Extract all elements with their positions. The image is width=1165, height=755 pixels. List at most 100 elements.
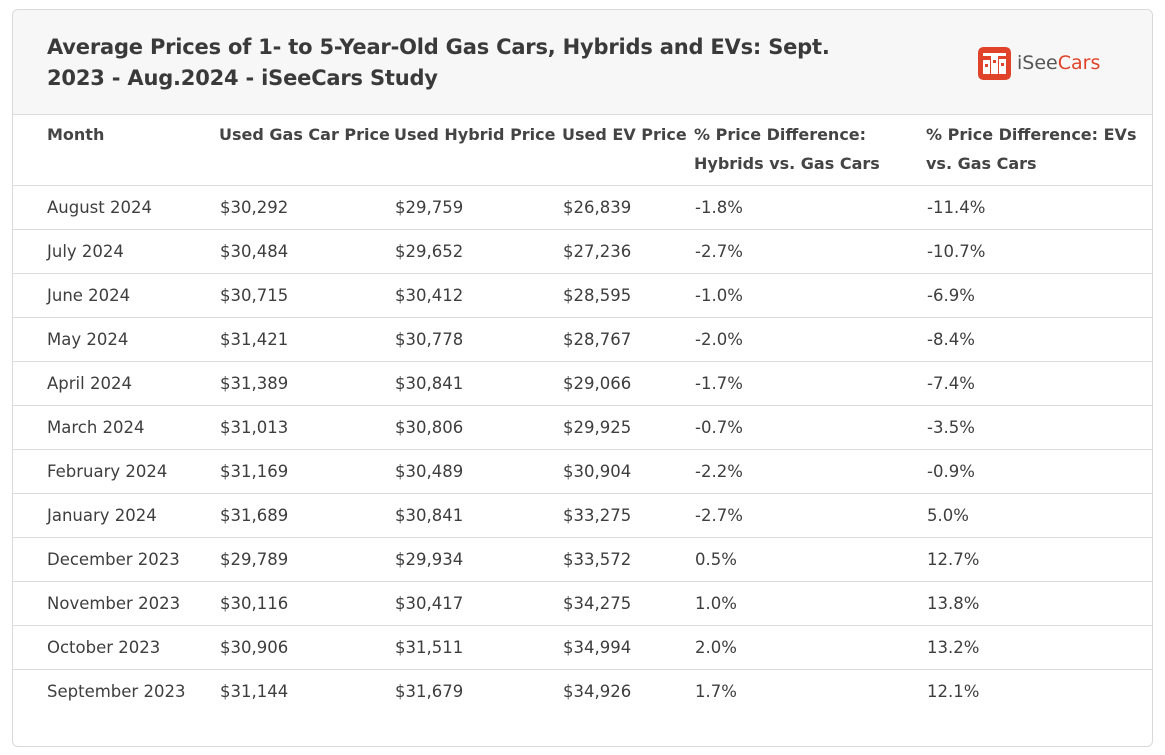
table-row: March 2024 $31,013 $30,806 $29,925 -0.7% -3.5… [13, 405, 1152, 450]
cell-hybrid-price: $30,778 [394, 317, 562, 362]
cell-gas-price: $29,789 [219, 537, 394, 582]
cell-ev-diff: -3.5% [926, 405, 1152, 450]
cell-hybrid-diff: -1.8% [694, 185, 926, 230]
cell-hybrid-diff: 1.7% [695, 681, 737, 701]
column-header-hybrid-diff: % Price Difference: Hybrids vs. Gas Cars [694, 115, 926, 186]
cell-ev-price: $27,236 [562, 229, 694, 274]
cell-month: September 2023 [47, 681, 186, 701]
cell-month: May 2024 [13, 317, 219, 362]
iseecars-logo[interactable]: iSeeCars [978, 46, 1100, 80]
cell-hybrid-diff: -2.0% [694, 317, 926, 362]
cell-ev-diff: -6.9% [926, 273, 1152, 318]
cell-gas-price: $31,169 [219, 449, 394, 494]
cell-ev-diff: -0.9% [926, 449, 1152, 494]
cell-hybrid-diff: 0.5% [694, 537, 926, 582]
cell-gas-price: $31,421 [219, 317, 394, 362]
cell-ev-price: $34,275 [562, 581, 694, 626]
table-row: May 2024 $31,421 $30,778 $28,767 -2.0% -8.4% [13, 317, 1152, 362]
cell-gas-price: $30,116 [219, 581, 394, 626]
column-header-month: Month [13, 115, 219, 186]
table-row: September 2023 $31,144 $31,679 $34,926 1.7% 1… [13, 669, 1152, 731]
table-row: June 2024 $30,715 $30,412 $28,595 -1.0% -6.9% [13, 273, 1152, 318]
cell-ev-price: $28,595 [562, 273, 694, 318]
cell-gas-price: $30,906 [219, 625, 394, 670]
cell-month: December 2023 [13, 537, 219, 582]
cell-hybrid-price: $29,759 [394, 185, 562, 230]
cell-hybrid-price: $30,841 [394, 493, 562, 538]
cell-month: October 2023 [13, 625, 219, 670]
cell-hybrid-price: $30,417 [394, 581, 562, 626]
cell-hybrid-diff: -0.7% [694, 405, 926, 450]
table-row: August 2024 $30,292 $29,759 $26,839 -1.8% -11… [13, 185, 1152, 230]
card-header: Average Prices of 1- to 5-Year-Old Gas C… [13, 10, 1152, 115]
cell-gas-price: $30,715 [219, 273, 394, 318]
cell-month: April 2024 [13, 361, 219, 406]
cell-hybrid-price: $30,806 [394, 405, 562, 450]
cell-gas-price: $31,144 [220, 681, 289, 701]
cell-ev-price: $33,572 [562, 537, 694, 582]
cell-month: March 2024 [13, 405, 219, 450]
table-row: October 2023 $30,906 $31,511 $34,994 2.0% 13.… [13, 625, 1152, 670]
table-body: August 2024 $30,292 $29,759 $26,839 -1.8% -11… [13, 185, 1152, 731]
cell-month: November 2023 [13, 581, 219, 626]
cell-ev-diff: 12.1% [927, 681, 980, 701]
table-row: February 2024 $31,169 $30,489 $30,904 -2.2% -… [13, 449, 1152, 494]
cell-hybrid-diff: -1.0% [694, 273, 926, 318]
cell-ev-diff: -7.4% [926, 361, 1152, 406]
logo-wordmark: iSeeCars [1017, 46, 1100, 80]
cell-ev-diff: -8.4% [926, 317, 1152, 362]
cell-hybrid-price: $31,511 [394, 625, 562, 670]
cell-ev-price: $34,926 [563, 681, 632, 701]
cell-month: August 2024 [13, 185, 219, 230]
column-header-hybrid-price: Used Hybrid Price [394, 115, 562, 186]
cell-hybrid-price: $30,489 [394, 449, 562, 494]
cell-gas-price: $30,292 [219, 185, 394, 230]
cell-month: June 2024 [13, 273, 219, 318]
prices-table: Month Used Gas Car Price Used Hybrid Price… [13, 115, 1152, 731]
study-table-card: Average Prices of 1- to 5-Year-Old Gas C… [12, 9, 1153, 747]
table-row: April 2024 $31,389 $30,841 $29,066 -1.7% -7.4… [13, 361, 1152, 406]
cell-hybrid-price: $30,841 [394, 361, 562, 406]
cell-hybrid-diff: -2.7% [694, 493, 926, 538]
cell-month: February 2024 [13, 449, 219, 494]
table-head: Month Used Gas Car Price Used Hybrid Price… [13, 115, 1152, 186]
header-row: Month Used Gas Car Price Used Hybrid Price… [13, 115, 1152, 186]
cell-ev-diff: -10.7% [926, 229, 1152, 274]
table-row: December 2023 $29,789 $29,934 $33,572 0.5% 12… [13, 537, 1152, 582]
cell-ev-diff: 12.7% [926, 537, 1152, 582]
cell-hybrid-price: $30,412 [394, 273, 562, 318]
logo-text-part-1: iSee [1017, 52, 1058, 74]
cell-ev-diff: -11.4% [926, 185, 1152, 230]
cell-hybrid-price: $29,652 [394, 229, 562, 274]
cell-ev-price: $29,925 [562, 405, 694, 450]
cell-hybrid-diff: -1.7% [694, 361, 926, 406]
cell-gas-price: $31,013 [219, 405, 394, 450]
column-header-ev-diff: % Price Difference: EVs vs. Gas Cars [926, 115, 1152, 186]
cell-month: January 2024 [13, 493, 219, 538]
cell-ev-diff: 5.0% [926, 493, 1152, 538]
table-row: November 2023 $30,116 $30,417 $34,275 1.0% 13… [13, 581, 1152, 626]
cell-hybrid-diff: -2.7% [694, 229, 926, 274]
cell-gas-price: $31,689 [219, 493, 394, 538]
cell-ev-price: $30,904 [562, 449, 694, 494]
cell-ev-price: $29,066 [562, 361, 694, 406]
cell-ev-diff: 13.8% [926, 581, 1152, 626]
cell-hybrid-diff: -2.2% [694, 449, 926, 494]
cell-gas-price: $30,484 [219, 229, 394, 274]
cell-ev-price: $28,767 [562, 317, 694, 362]
cell-ev-price: $33,275 [562, 493, 694, 538]
logo-text-part-2: Cars [1057, 52, 1101, 74]
cell-ev-diff: 13.2% [926, 625, 1152, 670]
column-header-gas-price: Used Gas Car Price [219, 115, 394, 186]
cell-ev-price: $34,994 [562, 625, 694, 670]
table-row: July 2024 $30,484 $29,652 $27,236 -2.7% -10.7… [13, 229, 1152, 274]
cell-hybrid-price: $31,679 [395, 681, 464, 701]
cell-hybrid-diff: 2.0% [694, 625, 926, 670]
table-title: Average Prices of 1- to 5-Year-Old Gas C… [47, 35, 830, 90]
cell-gas-price: $31,389 [219, 361, 394, 406]
isecars-logo-icon [978, 46, 1011, 80]
table-row: January 2024 $31,689 $30,841 $33,275 -2.7% 5.… [13, 493, 1152, 538]
cell-hybrid-diff: 1.0% [694, 581, 926, 626]
column-header-ev-price: Used EV Price [562, 115, 694, 186]
cell-hybrid-price: $29,934 [394, 537, 562, 582]
